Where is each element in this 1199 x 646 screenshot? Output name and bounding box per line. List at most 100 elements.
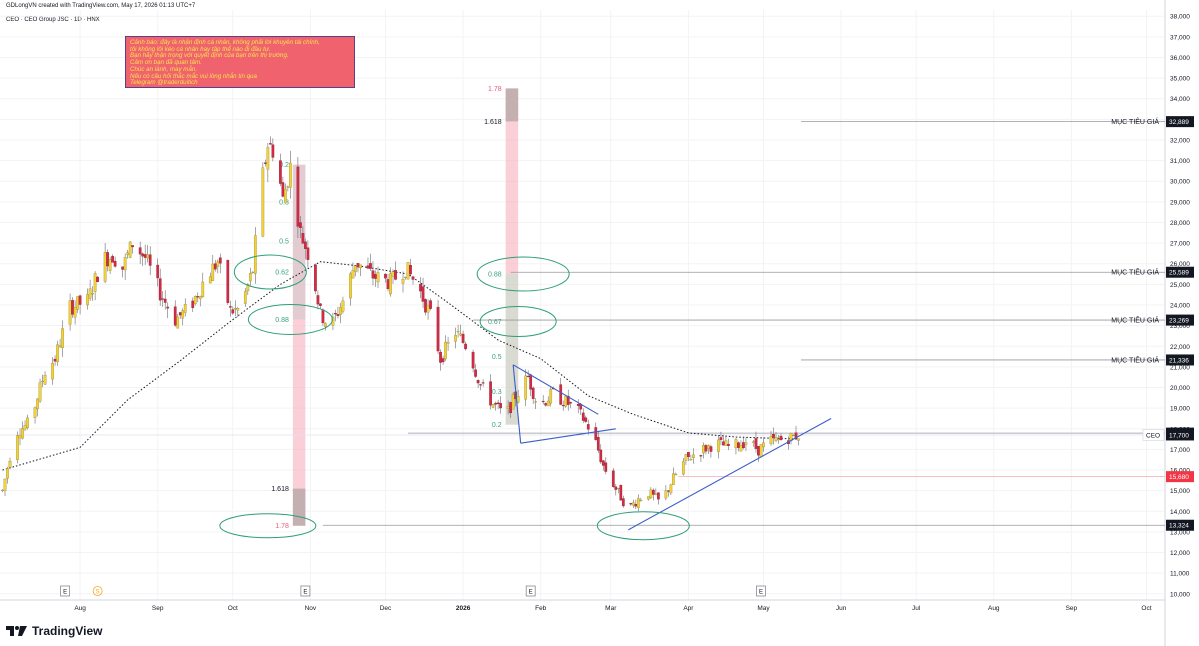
candle-bull xyxy=(284,188,287,203)
x-tick-label: 2026 xyxy=(456,605,471,612)
candle-bear xyxy=(561,405,565,407)
candle-bear xyxy=(384,273,387,279)
candle-bull xyxy=(1,489,4,491)
y-tick-label: 16,000 xyxy=(1170,468,1190,475)
candle-bear xyxy=(476,380,480,384)
candle-bull xyxy=(707,445,710,449)
candle-bear xyxy=(742,442,745,449)
candle-bear xyxy=(178,312,182,316)
fib-label: 1.618 xyxy=(484,119,502,126)
disclaimer-line: Nếu có câu hỏi thắc mắc vui lòng nhắn ti… xyxy=(130,72,257,80)
candle-bull xyxy=(216,261,220,267)
candle-bull xyxy=(401,279,405,284)
candle-bear xyxy=(78,295,82,305)
candle-bear xyxy=(559,384,563,405)
candle-bull xyxy=(516,396,520,403)
candle-bear xyxy=(374,274,377,279)
x-tick-label: Aug xyxy=(74,605,86,612)
candle-bear xyxy=(306,247,310,260)
candle-bull xyxy=(689,459,693,461)
event-label: E xyxy=(303,590,307,596)
candle-bear xyxy=(314,264,317,292)
candle-bull xyxy=(56,344,59,363)
candle-bear xyxy=(279,160,282,184)
candle-bear xyxy=(794,432,798,440)
candle-bear xyxy=(113,260,117,267)
y-tick-label: 21,000 xyxy=(1170,364,1190,371)
candle-bear xyxy=(541,400,545,403)
candle-bear xyxy=(439,351,442,363)
candle-bull xyxy=(103,252,107,282)
candle-bull xyxy=(649,489,653,499)
candle-bear xyxy=(656,492,660,500)
candle-bear xyxy=(441,358,445,363)
price-tag-label: 17,700 xyxy=(1169,432,1189,439)
target-label: MỤC TIÊU GIÁ xyxy=(1111,268,1159,277)
candle-bear xyxy=(131,245,135,248)
candle-bull xyxy=(354,265,357,272)
candle-bear xyxy=(594,427,598,440)
candle-bull xyxy=(752,441,755,443)
fib-label: 0.5 xyxy=(492,354,502,361)
candle-bear xyxy=(271,144,275,158)
disclaimer-line: Cảm ơn bạn đã quan tâm. xyxy=(130,59,202,67)
candle-bull xyxy=(36,398,39,410)
candle-bull xyxy=(646,496,650,500)
fib-label: 1.618 xyxy=(271,486,289,493)
y-tick-label: 25,000 xyxy=(1170,282,1190,289)
candle-bull xyxy=(406,262,410,280)
candle-bull xyxy=(777,438,780,440)
disclaimer-line: Cảnh báo: đây là nhận định cá nhân, khôn… xyxy=(130,39,320,46)
candle-bull xyxy=(236,308,240,311)
symbol-legend[interactable]: CEO · CEO Group JSC · 1D · HNX xyxy=(6,17,100,23)
candle-bull xyxy=(86,294,89,306)
disclaimer-line: tôi không lôi kéo cá nhân hay tập thể nà… xyxy=(130,45,271,53)
candle-bull xyxy=(246,284,250,292)
candle-bull xyxy=(724,440,728,446)
y-tick-label: 11,000 xyxy=(1170,571,1190,578)
candle-bear xyxy=(586,424,590,430)
candle-bear xyxy=(566,395,570,405)
candle-bear xyxy=(544,403,548,406)
candle-bear xyxy=(304,241,307,249)
candle-bull xyxy=(669,484,673,494)
x-tick-label: Sep xyxy=(1066,605,1078,612)
candle-bear xyxy=(356,263,360,268)
candle-bear xyxy=(584,417,588,422)
candle-bear xyxy=(471,351,475,369)
candle-bull xyxy=(26,417,29,428)
earnings-event-marker xyxy=(60,585,70,597)
event-label: E xyxy=(63,590,67,596)
x-tick-label: Mar xyxy=(605,605,617,612)
candle-bull xyxy=(23,425,27,430)
candle-bear xyxy=(722,441,725,446)
candle-bear xyxy=(319,303,322,306)
candle-bear xyxy=(334,313,337,315)
tradingview-logo[interactable]: TradingView xyxy=(6,624,102,638)
price-tag-label: 25,589 xyxy=(1169,270,1189,277)
candle-bear xyxy=(704,445,708,452)
candle-bear xyxy=(141,253,145,257)
candle-bear xyxy=(499,403,502,409)
candle-bull xyxy=(549,389,553,404)
y-tick-label: 34,000 xyxy=(1170,96,1190,103)
candle-bull xyxy=(176,316,180,329)
candle-bear xyxy=(281,182,285,197)
candle-bull xyxy=(349,273,352,299)
candle-bull xyxy=(181,310,185,319)
target-label: MỤC TIÊU GIÁ xyxy=(1111,355,1159,364)
candle-bear xyxy=(121,266,125,270)
tradingview-logo-icon xyxy=(6,626,27,636)
price-tag-support xyxy=(1166,519,1194,531)
candle-bear xyxy=(53,358,57,362)
price-tag-label: 32,889 xyxy=(1169,119,1189,126)
candle-bull xyxy=(717,439,720,452)
candle-bear xyxy=(156,264,160,279)
candle-bull xyxy=(193,296,197,305)
candle-bear xyxy=(772,434,775,438)
tradingview-brand: TradingView xyxy=(32,624,103,638)
candle-bull xyxy=(61,328,64,348)
candle-bull xyxy=(654,493,658,495)
y-tick-label: 17,000 xyxy=(1170,447,1190,454)
